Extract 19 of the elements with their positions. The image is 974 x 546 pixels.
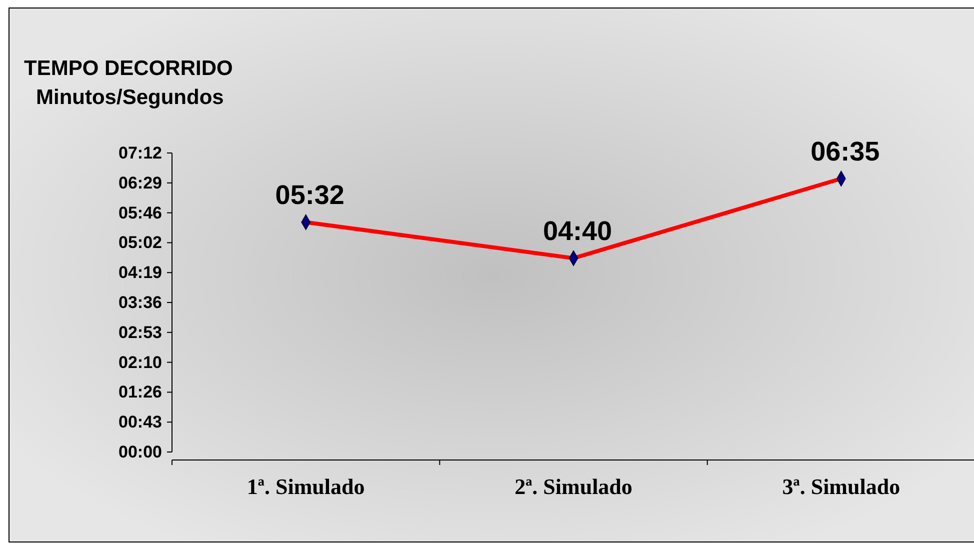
y-tick-label: 05:02 [118, 233, 162, 252]
data-label: 05:32 [275, 180, 344, 210]
x-tick-label: 1ª. Simulado [246, 474, 365, 499]
data-label: 06:35 [810, 136, 880, 167]
y-tick-label: 03:36 [118, 292, 162, 312]
y-tick-label: 04:19 [118, 263, 162, 282]
x-tick-label: 3ª. Simulado [782, 474, 900, 499]
y-tick-label: 00:43 [118, 412, 162, 432]
data-label: 04:40 [542, 216, 612, 246]
y-tick-label: 05:46 [118, 203, 162, 222]
y-tick-label: 02:10 [118, 352, 162, 372]
chart-title: TEMPO DECORRIDO [24, 57, 233, 80]
x-tick-label: 2ª. Simulado [514, 474, 632, 499]
y-tick-label: 07:12 [118, 143, 162, 162]
y-tick-label: 02:53 [118, 322, 162, 342]
y-tick-label: 06:29 [118, 173, 162, 192]
y-tick-label: 00:00 [118, 442, 162, 462]
chart-subtitle: Minutos/Segundos [36, 86, 224, 109]
y-tick-label: 01:26 [118, 382, 162, 402]
